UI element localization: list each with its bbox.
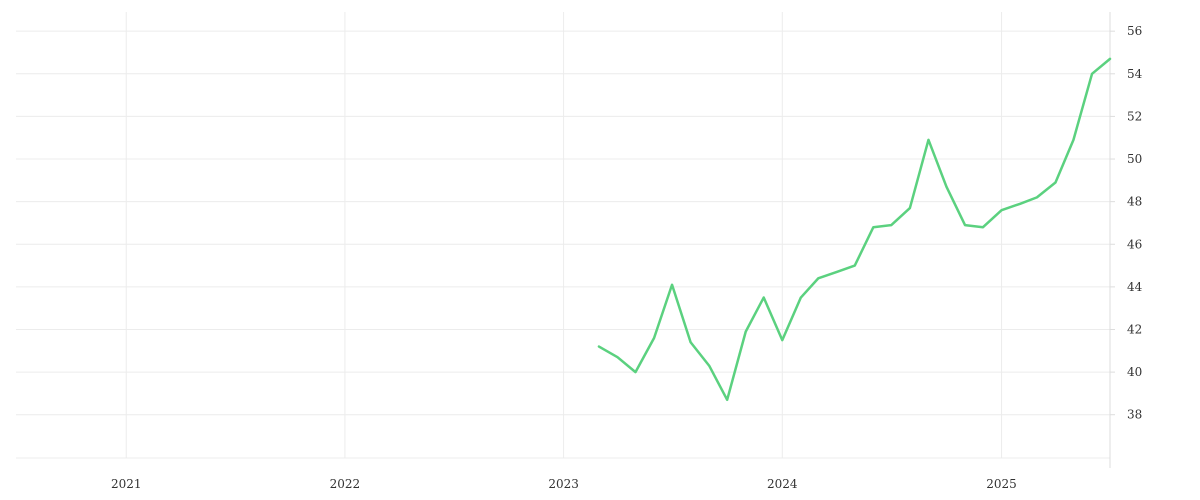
data-point: [925, 137, 931, 143]
y-tick-label: 52: [1127, 109, 1142, 123]
data-point: [1052, 179, 1058, 185]
x-tick-label: 2025: [986, 477, 1017, 491]
data-point: [596, 344, 602, 350]
y-tick-label: 44: [1127, 280, 1143, 294]
grid-lines: [16, 12, 1110, 459]
data-point: [761, 295, 767, 301]
series-line: [597, 57, 1112, 402]
data-point: [1070, 137, 1076, 143]
y-tick-label: 40: [1127, 365, 1142, 379]
x-tick-label: 2022: [330, 477, 361, 491]
data-point: [852, 263, 858, 269]
data-point: [632, 369, 638, 375]
data-point: [815, 275, 821, 281]
data-point: [706, 363, 712, 369]
data-point: [1089, 71, 1095, 77]
data-point: [724, 397, 730, 403]
data-point: [907, 205, 913, 211]
y-axis: 38 40 42 44 46 48 50 52 54 56: [1109, 12, 1143, 468]
data-point: [651, 335, 657, 341]
data-point: [999, 207, 1005, 213]
data-point: [834, 269, 840, 275]
data-point: [888, 222, 894, 228]
y-tick-label: 42: [1127, 322, 1142, 336]
y-tick-label: 48: [1127, 195, 1142, 209]
x-tick-label: 2021: [111, 477, 142, 491]
y-tick-label: 50: [1127, 152, 1142, 166]
y-tick-label: 46: [1127, 237, 1142, 251]
data-point: [870, 224, 876, 230]
x-axis: 2021 2022 2023 2024 2025: [111, 477, 1017, 491]
data-point: [669, 282, 675, 288]
data-point: [615, 354, 621, 360]
x-tick-label: 2024: [767, 477, 798, 491]
data-point: [943, 184, 949, 190]
data-point: [980, 224, 986, 230]
series-group: [596, 56, 1113, 403]
data-point: [1034, 194, 1040, 200]
data-point: [1107, 56, 1113, 62]
data-point: [798, 295, 804, 301]
data-point: [1017, 201, 1023, 207]
data-point: [743, 329, 749, 335]
x-tick-label: 2023: [548, 477, 579, 491]
y-tick-label: 54: [1127, 67, 1143, 81]
data-point: [688, 339, 694, 345]
y-tick-label: 56: [1127, 24, 1142, 38]
data-point: [962, 222, 968, 228]
data-point: [779, 337, 785, 343]
y-tick-label: 38: [1127, 408, 1142, 422]
